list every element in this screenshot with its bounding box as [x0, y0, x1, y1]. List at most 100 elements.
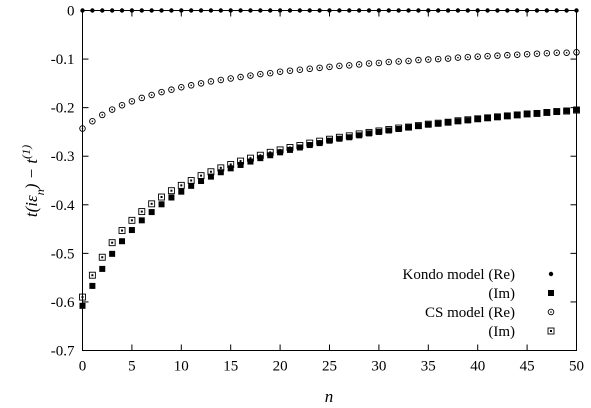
- data-point: [475, 8, 480, 13]
- data-point: [474, 115, 482, 123]
- data-point: [99, 111, 106, 119]
- data-point: [465, 8, 471, 13]
- data-point: [138, 94, 146, 102]
- data-point: [395, 58, 402, 65]
- data-point: [217, 76, 225, 84]
- data-point: [277, 8, 283, 13]
- data-point: [416, 8, 421, 13]
- data-point: [335, 133, 343, 141]
- data-point: [286, 146, 293, 153]
- data-point: [513, 51, 521, 58]
- y-tick-label: -0.7: [51, 344, 75, 360]
- data-point: [207, 173, 214, 180]
- data-point: [346, 62, 353, 69]
- data-point: [425, 56, 432, 63]
- y-tick-label: -0.6: [51, 295, 75, 311]
- data-point: [149, 8, 154, 13]
- data-point: [414, 122, 422, 130]
- data-point: [88, 271, 96, 279]
- x-tick-label: 30: [371, 359, 386, 375]
- data-point: [345, 132, 353, 140]
- data-point: [89, 117, 96, 125]
- x-tick-label: 10: [174, 359, 189, 375]
- data-point: [198, 8, 204, 13]
- data-point: [326, 135, 333, 143]
- x-tick-label: 15: [223, 359, 238, 375]
- data-point: [513, 111, 521, 119]
- data-point: [178, 188, 185, 195]
- data-point: [79, 293, 86, 301]
- data-point: [297, 8, 303, 13]
- y-tick-label: -0.3: [51, 149, 75, 165]
- data-point: [119, 8, 125, 13]
- data-point: [375, 127, 383, 135]
- data-point: [316, 64, 323, 72]
- data-point: [504, 51, 511, 59]
- data-point: [317, 8, 322, 13]
- data-point: [464, 116, 472, 124]
- data-point: [207, 168, 215, 176]
- data-point: [474, 53, 481, 60]
- data-point: [505, 8, 510, 13]
- x-tick-label: 0: [79, 359, 87, 375]
- data-point: [287, 8, 293, 13]
- data-point: [503, 112, 511, 120]
- data-point: [306, 142, 313, 149]
- data-point: [434, 119, 442, 127]
- data-point: [257, 70, 264, 78]
- data-point: [495, 8, 500, 13]
- y-tick-label: -0.2: [51, 101, 75, 117]
- data-point: [187, 82, 195, 89]
- data-point: [385, 58, 393, 66]
- data-point: [109, 250, 116, 257]
- data-point: [366, 8, 372, 13]
- data-point: [148, 209, 155, 216]
- legend-marker: [547, 327, 555, 335]
- data-point: [485, 8, 490, 13]
- data-point: [484, 52, 491, 60]
- data-point: [286, 144, 294, 151]
- data-point: [385, 126, 393, 133]
- data-point: [159, 8, 164, 13]
- data-point: [188, 182, 195, 189]
- data-point: [484, 114, 492, 122]
- data-point: [355, 61, 363, 68]
- legend-marker: [548, 271, 554, 277]
- data-point: [129, 8, 135, 13]
- data-point: [79, 125, 86, 132]
- data-point: [296, 66, 304, 74]
- data-point: [256, 151, 264, 159]
- data-point: [355, 130, 363, 138]
- x-axis-title: n: [325, 387, 334, 406]
- data-point: [277, 149, 284, 156]
- data-point: [544, 8, 550, 13]
- y-tick-label: -0.4: [51, 198, 75, 214]
- data-point: [307, 8, 312, 13]
- data-point: [326, 63, 333, 71]
- data-point: [564, 8, 569, 13]
- data-point: [266, 69, 274, 77]
- data-point: [218, 8, 224, 13]
- data-point: [435, 8, 441, 13]
- data-point: [139, 8, 144, 13]
- data-point: [563, 49, 570, 57]
- data-point: [276, 146, 284, 154]
- legend-label: (Im): [488, 324, 515, 340]
- data-point: [168, 86, 175, 93]
- data-point: [237, 161, 244, 168]
- data-point: [326, 137, 333, 144]
- legend-marker: [548, 290, 554, 296]
- data-point: [337, 8, 342, 13]
- x-tick-label: 50: [569, 359, 584, 375]
- data-point: [434, 55, 442, 63]
- data-point: [138, 217, 145, 224]
- data-point: [454, 117, 462, 125]
- data-point: [118, 101, 126, 109]
- legend-marker: [547, 308, 555, 316]
- data-point: [80, 8, 85, 13]
- data-point: [148, 91, 155, 99]
- x-tick-label: 5: [128, 359, 136, 375]
- series-3: [79, 106, 580, 301]
- data-series: [79, 8, 580, 309]
